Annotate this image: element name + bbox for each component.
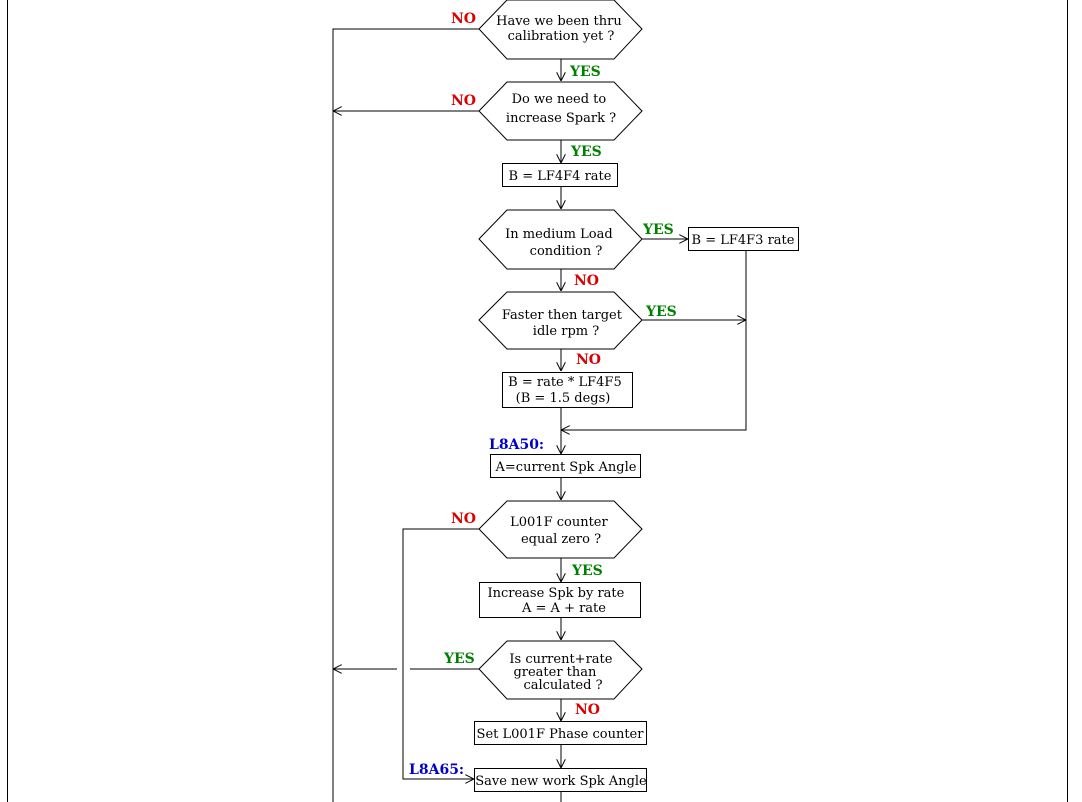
decision-text: Faster then target: [502, 308, 623, 323]
decision-text: In medium Load: [505, 227, 613, 242]
process-lf4f3: B = LF4F3 rate: [688, 227, 799, 251]
process-text: Increase Spk by rate: [487, 586, 624, 601]
branch-labels: NO YES NO YES YES NO YES NO NO YES YES N…: [443, 11, 677, 718]
decision-text: greater than: [513, 665, 597, 680]
decision-text: Have we been thru: [496, 14, 622, 29]
connector: [561, 250, 747, 430]
decision-faster-target: Faster then target idle rpm ?: [478, 291, 643, 350]
yes-label: YES: [570, 144, 602, 160]
decision-text: L001F counter: [510, 515, 608, 530]
no-label: NO: [451, 11, 476, 27]
decision-text: Do we need to: [512, 92, 607, 107]
process-text: A = A + rate: [521, 601, 606, 616]
no-label: NO: [575, 702, 600, 718]
process-save-angle: Save new work Spk Angle: [474, 768, 647, 792]
decision-calibration: Have we been thru calibration yet ?: [478, 0, 643, 60]
process-text: Save new work Spk Angle: [475, 774, 647, 789]
process-lf4f4: B = LF4F4 rate: [502, 163, 618, 187]
decision-text: calculated ?: [523, 678, 602, 693]
decision-text: idle rpm ?: [533, 324, 599, 339]
code-label-l8a65: L8A65:: [409, 762, 464, 778]
yes-label: YES: [443, 651, 475, 667]
svg-text:L001F counter equal zero: L001F counter equal zero ?: [510, 515, 612, 547]
decision-increase-spark: Do we need to increase Spark ?: [478, 81, 643, 141]
svg-text:Have we been thru calibr: Have we been thru calibration yet ?: [496, 14, 626, 44]
svg-text:Do we need to increase S: Do we need to increase Spark ?: [506, 92, 616, 126]
process-text: (B = 1.5 degs): [516, 391, 611, 406]
yes-label: YES: [642, 222, 674, 238]
no-label: NO: [451, 93, 476, 109]
code-label-l8a50: L8A50:: [489, 437, 544, 453]
connector: [402, 528, 479, 779]
yes-label: YES: [569, 64, 601, 80]
no-label: NO: [574, 273, 599, 289]
decision-text: equal zero ?: [521, 532, 601, 547]
connector: [332, 28, 479, 802]
process-current-angle: A=current Spk Angle: [490, 454, 641, 478]
decision-current-rate: Is current+rate greater than calculated …: [478, 640, 643, 700]
svg-text:In medium Load condition: In medium Load condition ?: [505, 227, 617, 259]
decision-text: Is current+rate: [509, 652, 612, 667]
yes-label: YES: [645, 304, 677, 320]
process-set-phase: Set L001F Phase counter: [474, 721, 647, 745]
svg-text:Increase Spk by rate A =: Increase Spk by rate A = A + rate: [487, 586, 628, 616]
decision-medium-load: In medium Load condition ?: [478, 209, 643, 270]
decision-text: calibration yet ?: [508, 29, 615, 44]
decision-counter-zero: L001F counter equal zero ?: [478, 500, 643, 559]
process-lf4f5: B = rate * LF4F5 (B = 1.5 degs): [502, 372, 633, 408]
svg-text:Faster then target idle: Faster then target idle rpm ?: [502, 308, 626, 339]
no-label: NO: [451, 511, 476, 527]
process-text: Set L001F Phase counter: [477, 727, 645, 742]
connectors: [332, 28, 747, 802]
process-text: A=current Spk Angle: [495, 460, 637, 475]
svg-text:Is current+rate greater: Is current+rate greater than calculated …: [509, 652, 616, 693]
decision-text: increase Spark ?: [506, 111, 616, 126]
process-text: B = LF4F3 rate: [692, 233, 795, 248]
process-text: B = LF4F4 rate: [509, 169, 612, 184]
no-label: NO: [576, 352, 601, 368]
yes-label: YES: [571, 563, 603, 579]
decision-text: condition ?: [530, 244, 603, 259]
process-increase-spk: Increase Spk by rate A = A + rate: [479, 582, 641, 618]
process-text: B = rate * LF4F5: [508, 375, 622, 390]
svg-text:B = rate * LF4F5 (B = 1.: B = rate * LF4F5 (B = 1.5 degs): [508, 375, 626, 406]
